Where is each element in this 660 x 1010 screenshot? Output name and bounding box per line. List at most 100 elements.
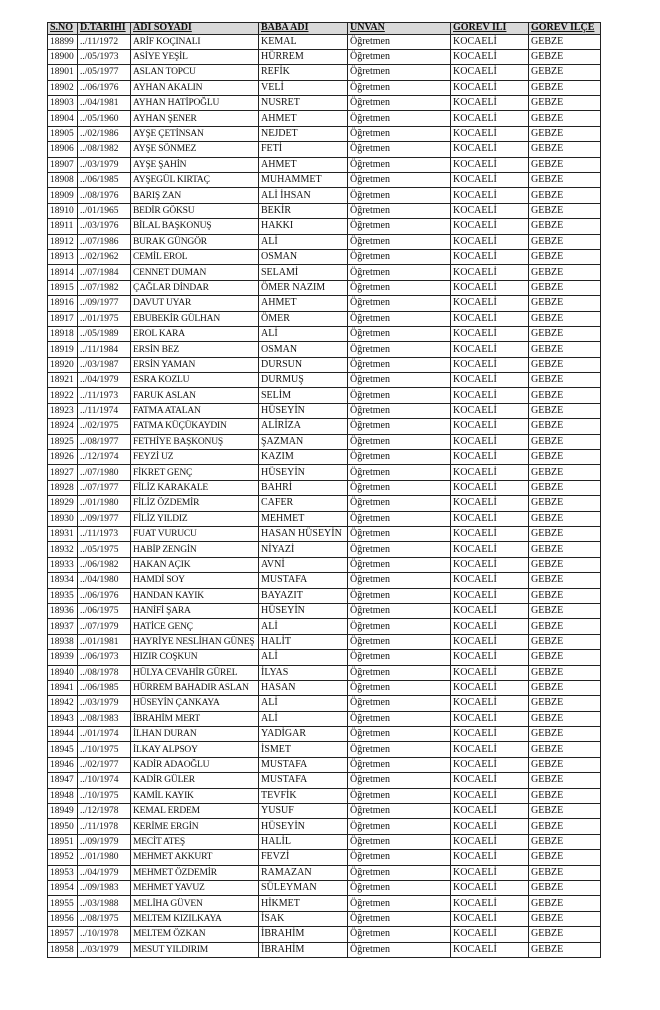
table-row: 18921 ../04/1979 ESRA KOZLU DURMUŞ Öğretmen K…	[47, 372, 601, 389]
birth-date: ../03/1976	[77, 218, 131, 235]
title: Öğretmen	[347, 233, 451, 250]
province: KOCAELİ	[450, 341, 529, 358]
table-row: 18929 ../01/1980 FİLİZ ÖZDEMİR CAFER Öğretme…	[47, 495, 601, 512]
serial-number: 18932	[47, 541, 78, 558]
title: Öğretmen	[347, 402, 451, 420]
title: Öğretmen	[347, 433, 451, 451]
district: GEBZE	[528, 264, 601, 281]
birth-date: ../03/1979	[77, 695, 131, 712]
province: KOCAELİ	[450, 141, 529, 158]
full-name: HAMDİ SOY	[130, 572, 259, 589]
table-row: 18944 ../01/1974 İLHAN DURAN YADİGAR Öğretme…	[47, 726, 601, 743]
district: GEBZE	[528, 125, 601, 143]
father-name: DURMUŞ	[258, 372, 348, 389]
district: GEBZE	[528, 33, 601, 50]
birth-date: ../03/1979	[77, 941, 131, 958]
header-cell: D.TARİHİ	[77, 22, 131, 35]
full-name: FUAT VURUCU	[130, 525, 259, 543]
title: Öğretmen	[347, 479, 451, 497]
birth-date: ../06/1975	[77, 602, 131, 620]
table-row: 18943 ../08/1983 İBRAHİM MERT ALİ Öğretmen KO…	[47, 710, 601, 728]
district: GEBZE	[528, 525, 601, 543]
birth-date: ../09/1979	[77, 833, 131, 851]
serial-number: 18900	[47, 48, 78, 66]
province: KOCAELİ	[450, 433, 529, 451]
father-name: İSMET	[258, 741, 348, 758]
serial-number: 18957	[47, 926, 78, 943]
province: KOCAELİ	[450, 618, 529, 635]
table-row: 18939 ../06/1973 HIZIR COŞKUN ALİ Öğretmen KO…	[47, 649, 601, 666]
father-name: MEHMET	[258, 510, 348, 528]
father-name: MUSTAFA	[258, 772, 348, 789]
title: Öğretmen	[347, 449, 451, 466]
title: Öğretmen	[347, 664, 451, 681]
father-name: İBRAHİM	[258, 941, 348, 958]
province: KOCAELİ	[450, 818, 529, 835]
province: KOCAELİ	[450, 479, 529, 497]
full-name: MELTEM KIZILKAYA	[130, 910, 259, 928]
birth-date: ../04/1979	[77, 864, 131, 881]
birth-date: ../07/1986	[77, 233, 131, 250]
full-name: FİKRET GENÇ	[130, 464, 259, 481]
serial-number: 18918	[47, 325, 78, 343]
district: GEBZE	[528, 79, 601, 97]
table-row: 18909 ../08/1976 BARIŞ ZAN ALİ İHSAN Öğretme…	[47, 187, 601, 204]
province: KOCAELİ	[450, 879, 529, 897]
province: KOCAELİ	[450, 633, 529, 651]
birth-date: ../03/1979	[77, 156, 131, 174]
district: GEBZE	[528, 110, 601, 127]
title: Öğretmen	[347, 248, 451, 266]
district: GEBZE	[528, 833, 601, 851]
province: KOCAELİ	[450, 125, 529, 143]
full-name: HANİFİ ŞARA	[130, 602, 259, 620]
district: GEBZE	[528, 849, 601, 866]
birth-date: ../05/1975	[77, 541, 131, 558]
province: KOCAELİ	[450, 202, 529, 220]
serial-number: 18910	[47, 202, 78, 220]
full-name: AYŞE SÖNMEZ	[130, 141, 259, 158]
father-name: ÖMER NAZIM	[258, 279, 348, 297]
table-row: 18918 ../05/1989 EROL KARA ALİ Öğretmen KOCAE…	[47, 325, 601, 343]
serial-number: 18937	[47, 618, 78, 635]
title: Öğretmen	[347, 218, 451, 235]
header-cell: UNVAN	[347, 22, 451, 35]
birth-date: ../05/1989	[77, 325, 131, 343]
birth-date: ../06/1982	[77, 556, 131, 574]
province: KOCAELİ	[450, 156, 529, 174]
serial-number: 18934	[47, 572, 78, 589]
table-row: 18922 ../11/1973 FARUK ASLAN SELİM Öğretmen K…	[47, 387, 601, 404]
district: GEBZE	[528, 418, 601, 435]
table-row: 18919 ../11/1984 ERSİN BEZ OSMAN Öğretmen KOC…	[47, 341, 601, 358]
birth-date: ../08/1975	[77, 910, 131, 928]
serial-number: 18931	[47, 525, 78, 543]
title: Öğretmen	[347, 941, 451, 958]
province: KOCAELİ	[450, 572, 529, 589]
table-row: 18937 ../07/1979 HATİCE GENÇ ALİ Öğretmen KOC…	[47, 618, 601, 635]
table-row: 18934 ../04/1980 HAMDİ SOY MUSTAFA Öğretmen K…	[47, 572, 601, 589]
serial-number: 18942	[47, 695, 78, 712]
province: KOCAELİ	[450, 741, 529, 758]
full-name: FİLİZ KARAKALE	[130, 479, 259, 497]
province: KOCAELİ	[450, 541, 529, 558]
province: KOCAELİ	[450, 525, 529, 543]
serial-number: 18939	[47, 649, 78, 666]
birth-date: ../08/1976	[77, 187, 131, 204]
birth-date: ../07/1979	[77, 618, 131, 635]
table-row: 18927 ../07/1980 FİKRET GENÇ HÜSEYİN Öğretme…	[47, 464, 601, 481]
father-name: OSMAN	[258, 248, 348, 266]
title: Öğretmen	[347, 833, 451, 851]
title: Öğretmen	[347, 172, 451, 189]
father-name: NİYAZİ	[258, 541, 348, 558]
province: KOCAELİ	[450, 833, 529, 851]
full-name: ASLAN TOPCU	[130, 64, 259, 81]
table-row: 18949 ../12/1978 KEMAL ERDEM YUSUF Öğretmen K…	[47, 803, 601, 820]
birth-date: ../06/1985	[77, 172, 131, 189]
district: GEBZE	[528, 372, 601, 389]
table-row: 18941 ../06/1985 HÜRREM BAHADIR ASLAN HASAN…	[47, 679, 601, 697]
birth-date: ../08/1983	[77, 710, 131, 728]
father-name: SELİM	[258, 387, 348, 404]
serial-number: 18944	[47, 726, 78, 743]
full-name: HAKAN AÇIK	[130, 556, 259, 574]
title: Öğretmen	[347, 556, 451, 574]
table-row: 18915 ../07/1982 ÇAĞLAR DİNDAR ÖMER NAZIM Öğ…	[47, 279, 601, 297]
